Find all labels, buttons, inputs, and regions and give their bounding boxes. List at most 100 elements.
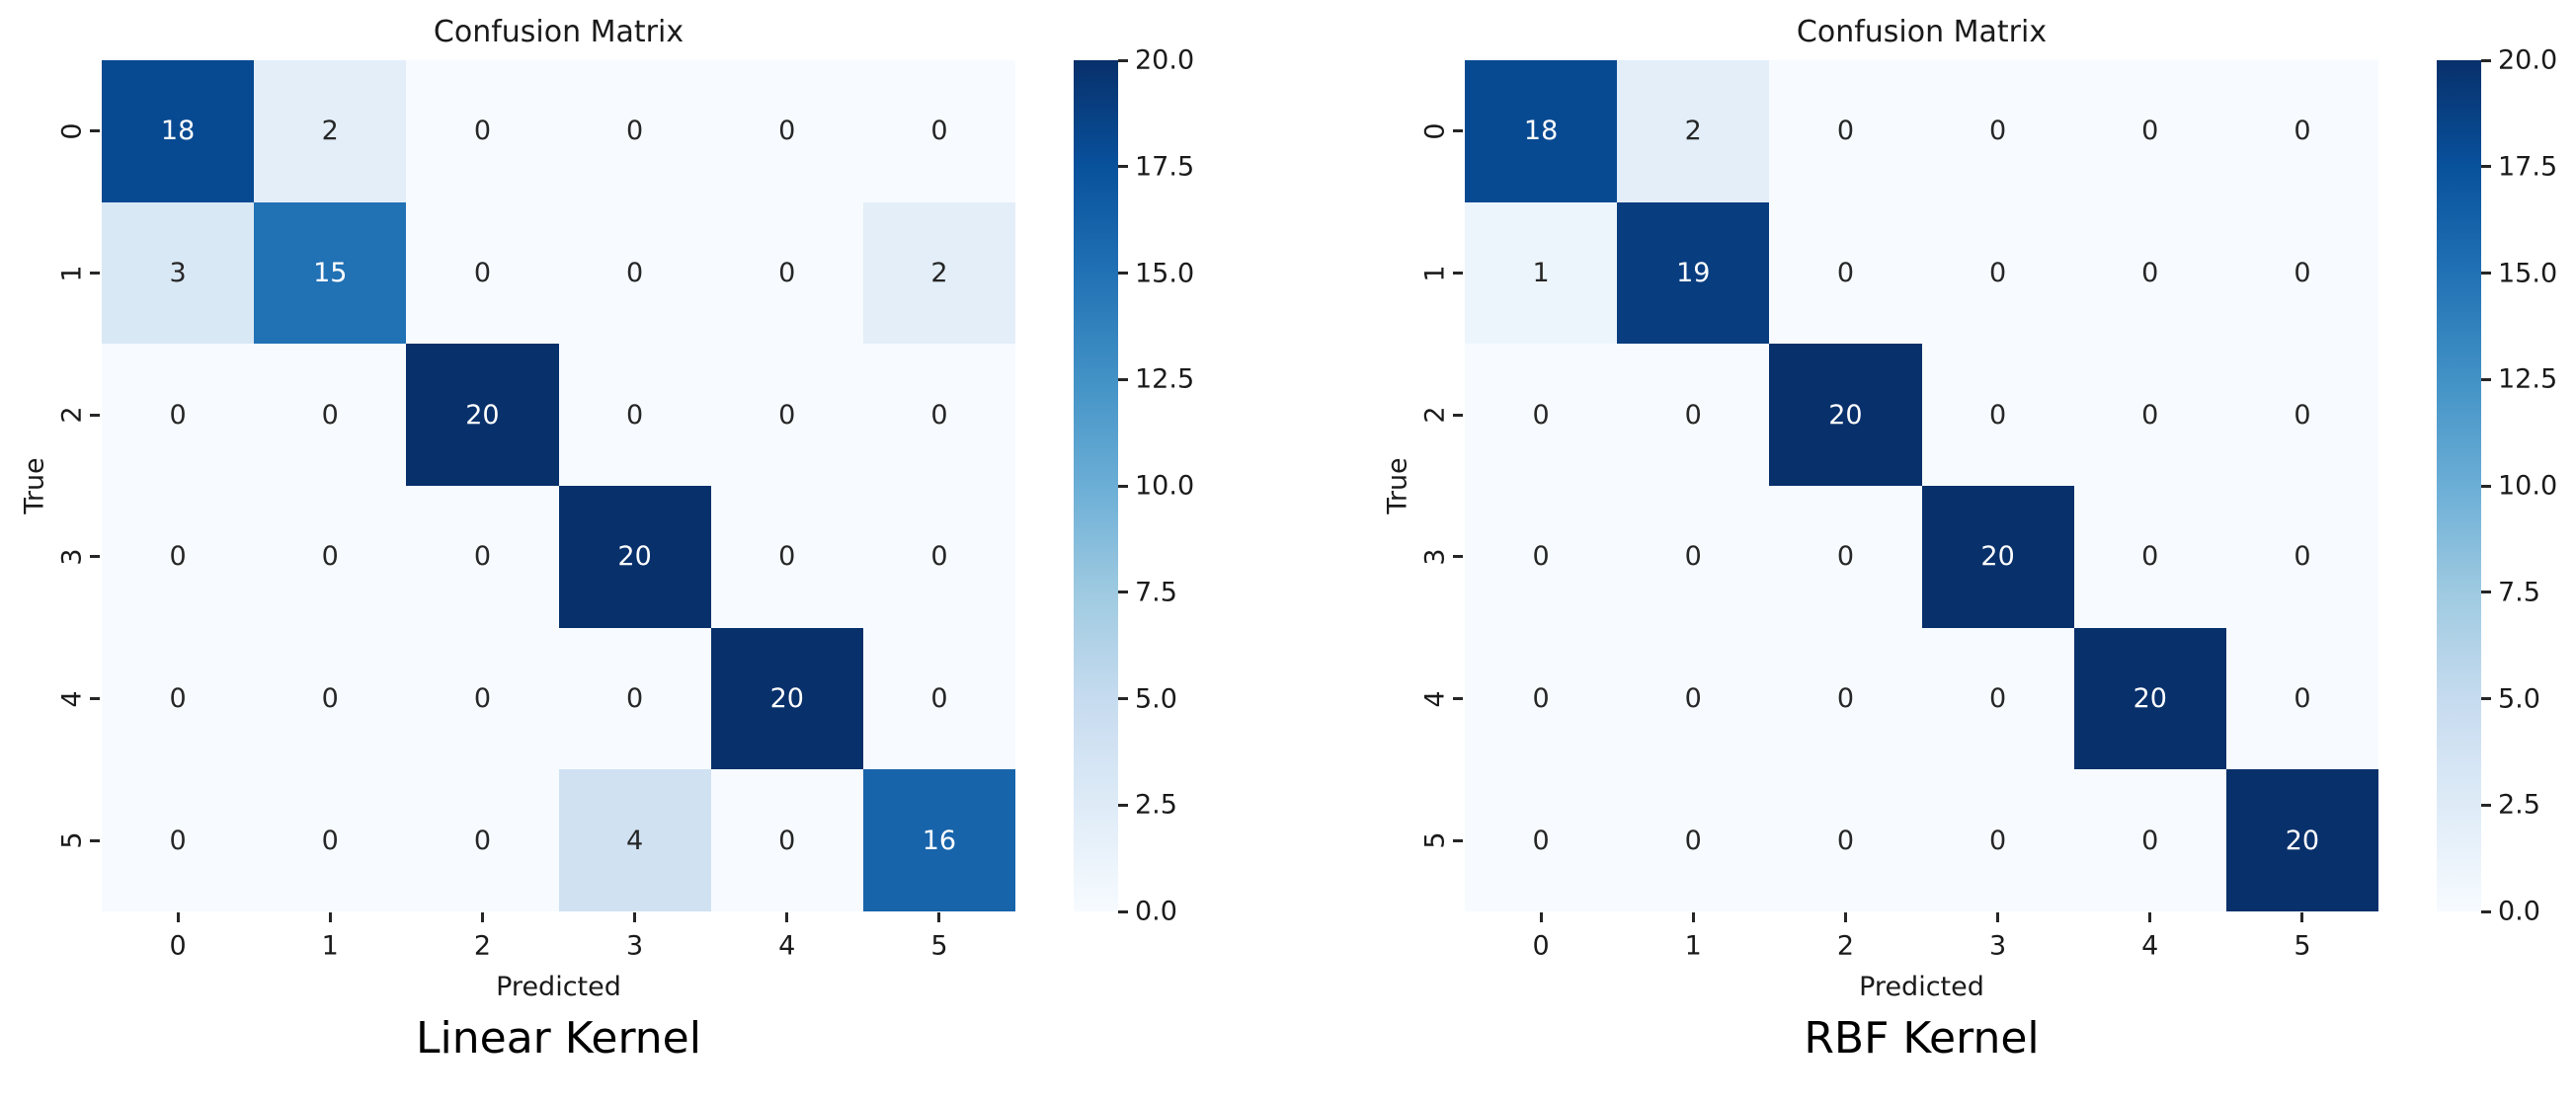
x-tick-label: 2 <box>473 930 491 962</box>
heatmap-cell: 0 <box>1617 344 1770 486</box>
heatmap-cell: 0 <box>254 486 407 628</box>
heatmap-cell: 0 <box>1465 769 1618 911</box>
heatmap-cell: 0 <box>2225 486 2378 628</box>
x-tick-label: 2 <box>1836 930 1854 962</box>
y-tick-label: 1 <box>56 264 88 282</box>
subplot-caption: RBF Kernel <box>1804 1013 2040 1064</box>
y-tick-label: 1 <box>1419 264 1451 282</box>
plot-title: Confusion Matrix <box>433 15 684 49</box>
colorbar-tick-mark <box>1118 377 1128 381</box>
heatmap-cell: 0 <box>2225 60 2378 202</box>
colorbar <box>1074 60 1118 911</box>
heatmap-cell: 20 <box>1921 486 2074 628</box>
y-tick-mark <box>1453 697 1463 700</box>
y-tick-label: 5 <box>56 831 88 849</box>
y-tick-label: 2 <box>56 406 88 424</box>
x-tick-label: 5 <box>930 930 948 962</box>
colorbar-tick-mark <box>1118 272 1128 275</box>
x-tick-mark <box>785 912 789 922</box>
heatmap-cell: 2 <box>1617 60 1770 202</box>
heatmap-cell: 0 <box>710 486 863 628</box>
heatmap-cell: 0 <box>2073 769 2226 911</box>
colorbar-tick-mark <box>1118 909 1128 913</box>
heatmap-cell: 20 <box>406 344 559 486</box>
x-tick-mark <box>937 912 941 922</box>
heatmap-cell: 0 <box>2225 344 2378 486</box>
x-tick-label: 3 <box>1988 930 2007 962</box>
heatmap-cell: 0 <box>102 344 255 486</box>
colorbar-tick-label: 10.0 <box>1135 470 1195 502</box>
colorbar-tick-label: 5.0 <box>1135 683 1177 714</box>
colorbar-tick-label: 2.5 <box>1135 789 1177 821</box>
y-tick-label: 4 <box>56 689 88 708</box>
heatmap-cell: 3 <box>102 201 255 345</box>
y-tick-mark <box>90 697 100 700</box>
heatmap-cell: 0 <box>862 627 1015 770</box>
heatmap-cell: 0 <box>2073 344 2226 486</box>
heatmap-cell: 0 <box>558 344 711 486</box>
colorbar-tick-mark <box>1118 803 1128 807</box>
colorbar-tick-label: 15.0 <box>2498 258 2558 288</box>
colorbar-tick-label: 5.0 <box>2498 683 2540 714</box>
heatmap-cell: 0 <box>710 769 863 911</box>
heatmap-cell: 0 <box>1465 627 1618 770</box>
x-tick-mark <box>2148 912 2152 922</box>
heatmap-cell: 0 <box>254 627 407 770</box>
x-tick-mark <box>633 912 637 922</box>
colorbar-tick-mark <box>2481 377 2491 381</box>
colorbar <box>2437 60 2481 911</box>
heatmap-cell: 0 <box>102 769 255 911</box>
x-tick-label: 4 <box>778 930 796 962</box>
y-tick-mark <box>90 555 100 559</box>
heatmap-cell: 15 <box>254 201 407 345</box>
heatmap-cell: 0 <box>1769 769 1922 911</box>
heatmap-cell: 1 <box>1465 201 1618 345</box>
heatmap-cell: 0 <box>254 769 407 911</box>
x-tick-label: 1 <box>321 930 339 962</box>
heatmap-cell: 0 <box>1465 344 1618 486</box>
colorbar-tick-label: 2.5 <box>2498 789 2540 821</box>
colorbar-tick-label: 20.0 <box>1135 44 1195 76</box>
colorbar-tick-label: 20.0 <box>2498 44 2558 76</box>
y-tick-label: 3 <box>56 548 88 566</box>
heatmap-cell: 0 <box>406 769 559 911</box>
heatmap-cell: 0 <box>1921 769 2074 911</box>
heatmap-cell: 0 <box>1921 60 2074 202</box>
y-tick-mark <box>1453 272 1463 275</box>
y-tick-label: 3 <box>1419 548 1451 566</box>
heatmap-cell: 0 <box>406 486 559 628</box>
x-tick-mark <box>1691 912 1695 922</box>
heatmap-cell: 18 <box>102 60 255 202</box>
colorbar-tick-mark <box>2481 803 2491 807</box>
y-tick-label: 4 <box>1419 689 1451 708</box>
colorbar-tick-label: 15.0 <box>1135 258 1195 288</box>
y-tick-label: 0 <box>1419 122 1451 140</box>
heatmap-cell: 0 <box>2073 486 2226 628</box>
heatmap-cell: 0 <box>558 201 711 345</box>
heatmap-cell: 0 <box>558 627 711 770</box>
heatmap-cell: 0 <box>1921 201 2074 345</box>
x-tick-mark <box>328 912 332 922</box>
heatmap-cell: 20 <box>2225 769 2378 911</box>
colorbar-tick-mark <box>1118 697 1128 700</box>
colorbar-tick-mark <box>2481 58 2491 62</box>
heatmap-cell: 0 <box>1921 627 2074 770</box>
colorbar-tick-mark <box>1118 165 1128 169</box>
colorbar-tick-mark <box>2481 591 2491 594</box>
colorbar-tick-label: 17.5 <box>1135 151 1195 183</box>
confusion-matrix-heatmap: 18 2 0 0 0 0 1 19 0 0 0 0 0 0 20 0 0 0 0 0 0 20 0 0 0 0 0 0 20 0 0 0 0 0 0… <box>1465 60 2378 911</box>
subplot-caption: Linear Kernel <box>416 1013 701 1064</box>
colorbar-tick-mark <box>1118 484 1128 488</box>
y-tick-label: 2 <box>1419 406 1451 424</box>
x-tick-label: 5 <box>2294 930 2311 962</box>
heatmap-cell: 4 <box>558 769 711 911</box>
x-tick-mark <box>1996 912 2000 922</box>
x-tick-label: 3 <box>625 930 644 962</box>
colorbar-tick-mark <box>2481 272 2491 275</box>
heatmap-cell: 0 <box>1769 486 1922 628</box>
colorbar-tick-label: 0.0 <box>1135 896 1177 927</box>
heatmap-cell: 0 <box>1769 627 1922 770</box>
y-tick-mark <box>90 272 100 275</box>
colorbar-tick-mark <box>1118 58 1128 62</box>
y-axis-label: True <box>19 457 50 514</box>
